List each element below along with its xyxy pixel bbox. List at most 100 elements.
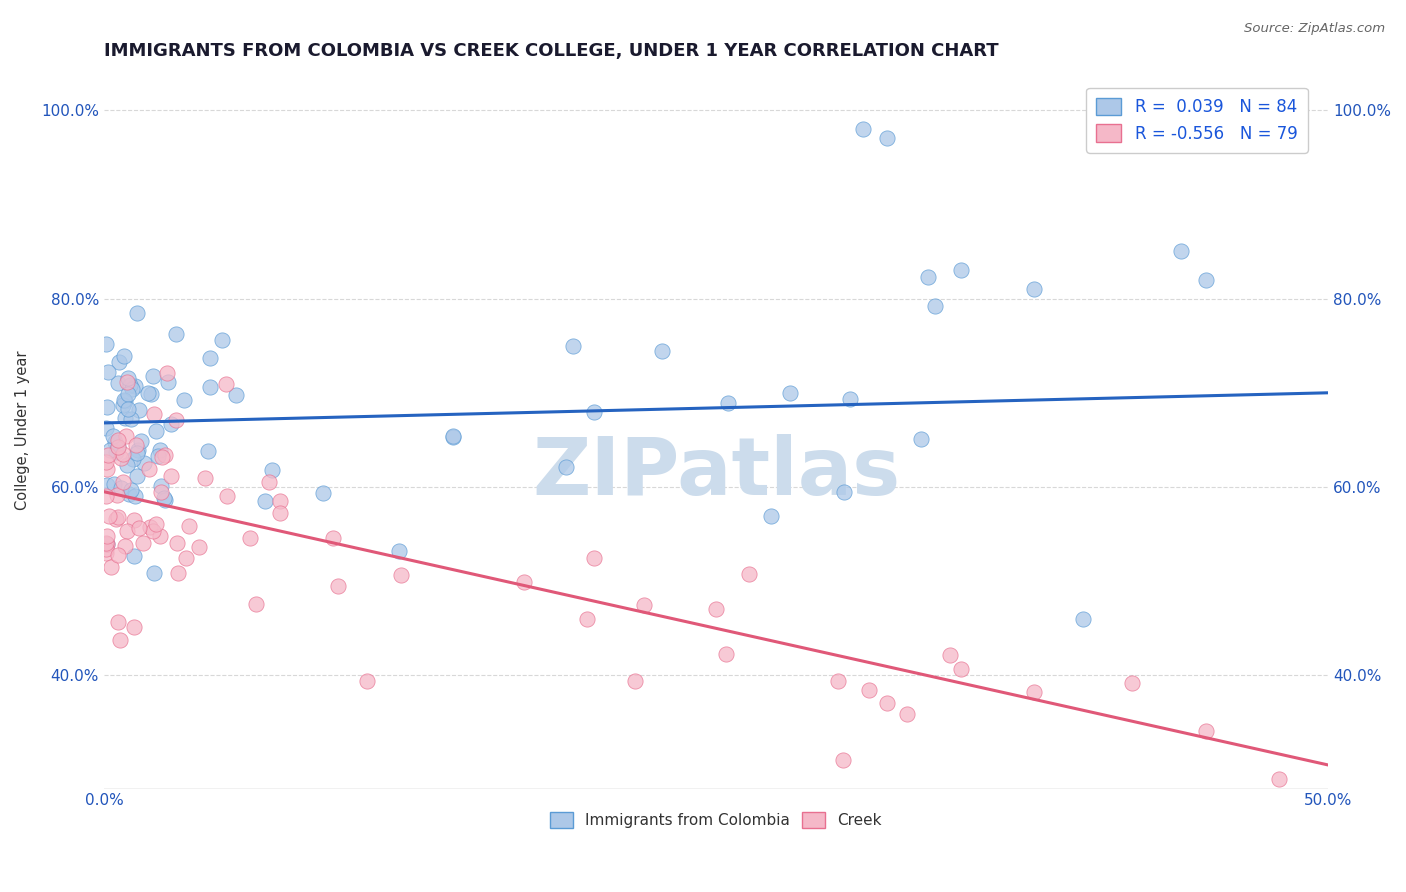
Point [120, 483, 142, 497]
Point [827, 674, 849, 689]
Point [120, 378, 142, 392]
Point [326, 579, 349, 593]
Point [96, 400, 118, 414]
Point [153, 492, 176, 507]
Point [211, 333, 233, 347]
Point [254, 494, 277, 508]
Point [145, 517, 167, 532]
Point [124, 489, 146, 503]
Point [582, 404, 605, 418]
Point [96, 541, 118, 556]
Point [100, 560, 122, 574]
Point [257, 475, 280, 489]
Point [118, 487, 141, 501]
Point [122, 513, 145, 527]
Point [143, 407, 166, 421]
Point [150, 450, 173, 464]
Point [555, 460, 578, 475]
Point [166, 566, 188, 580]
Point [142, 524, 165, 539]
Point [838, 392, 860, 406]
Point [924, 299, 946, 313]
Point [107, 433, 129, 447]
Point [112, 475, 135, 490]
Point [624, 673, 647, 688]
Point [651, 344, 673, 359]
Point [513, 575, 536, 590]
Point [103, 435, 125, 450]
Point [388, 544, 411, 558]
Point [145, 424, 167, 438]
Point [761, 508, 783, 523]
Point [148, 449, 170, 463]
Point [107, 440, 129, 454]
Point [136, 386, 159, 401]
Point [738, 567, 761, 582]
Point [165, 327, 187, 342]
Point [115, 524, 138, 539]
Point [110, 451, 132, 466]
Point [149, 479, 172, 493]
Point [105, 512, 128, 526]
Point [714, 647, 737, 661]
Point [117, 387, 139, 401]
Point [108, 355, 131, 369]
Point [127, 442, 149, 457]
Point [111, 447, 134, 461]
Point [852, 122, 875, 136]
Point [1195, 273, 1218, 287]
Point [122, 620, 145, 634]
Point [134, 456, 156, 470]
Point [152, 491, 174, 506]
Point [98, 442, 121, 457]
Point [108, 632, 131, 647]
Point [441, 429, 464, 443]
Point [194, 471, 217, 485]
Point [96, 337, 118, 351]
Point [96, 536, 118, 550]
Point [917, 270, 939, 285]
Point [779, 385, 801, 400]
Point [125, 446, 148, 460]
Point [441, 430, 464, 444]
Point [142, 369, 165, 384]
Point [269, 494, 291, 508]
Y-axis label: College, Under 1 year: College, Under 1 year [15, 351, 30, 510]
Point [153, 448, 176, 462]
Point [215, 489, 238, 503]
Legend: Immigrants from Colombia, Creek: Immigrants from Colombia, Creek [544, 806, 889, 835]
Text: IMMIGRANTS FROM COLOMBIA VS CREEK COLLEGE, UNDER 1 YEAR CORRELATION CHART: IMMIGRANTS FROM COLOMBIA VS CREEK COLLEG… [104, 42, 998, 60]
Point [1024, 685, 1046, 699]
Point [582, 551, 605, 566]
Point [114, 410, 136, 425]
Point [1121, 675, 1143, 690]
Point [262, 462, 284, 476]
Point [949, 263, 972, 277]
Point [117, 401, 139, 416]
Point [96, 420, 118, 434]
Point [389, 567, 412, 582]
Point [110, 481, 132, 495]
Point [96, 547, 118, 561]
Point [107, 440, 129, 454]
Point [1024, 282, 1046, 296]
Point [122, 549, 145, 564]
Point [112, 399, 135, 413]
Point [356, 674, 378, 689]
Point [239, 531, 262, 545]
Point [143, 566, 166, 581]
Point [910, 432, 932, 446]
Point [1195, 723, 1218, 738]
Point [575, 612, 598, 626]
Point [1170, 244, 1192, 259]
Point [128, 521, 150, 535]
Text: ZIPatlas: ZIPatlas [531, 434, 900, 512]
Point [107, 548, 129, 562]
Point [117, 375, 139, 389]
Point [832, 752, 855, 766]
Point [117, 458, 139, 472]
Point [156, 366, 179, 380]
Point [198, 380, 221, 394]
Point [197, 444, 219, 458]
Point [96, 529, 118, 543]
